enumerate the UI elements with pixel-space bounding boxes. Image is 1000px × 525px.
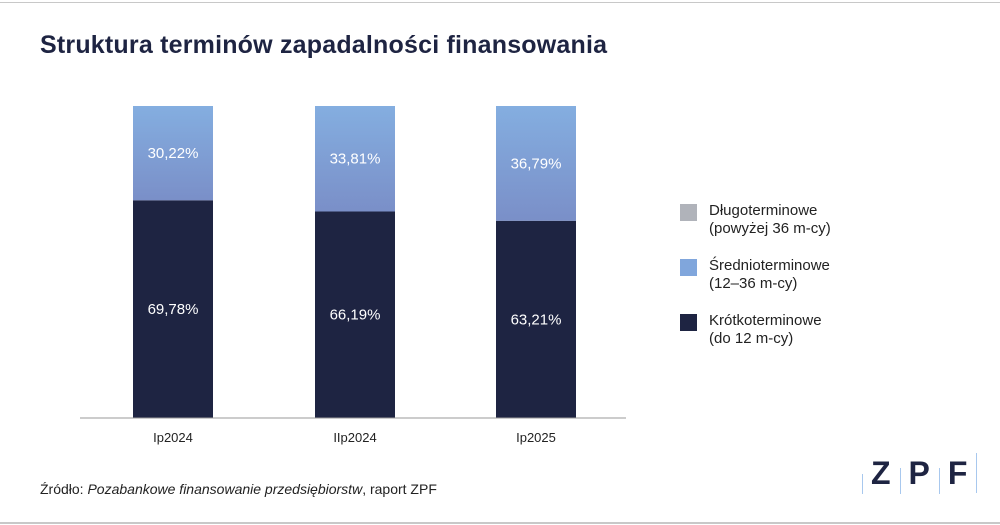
data-label: 66,19%: [330, 307, 381, 324]
legend-label: (powyżej 36 m-cy): [709, 220, 831, 237]
x-tick-label: IIp2024: [333, 430, 376, 445]
legend-label: (do 12 m-cy): [709, 330, 794, 347]
logo-letter: Z: [871, 454, 892, 491]
bar-segment: [133, 106, 213, 201]
legend-label: Długoterminowe: [709, 202, 818, 219]
legend-swatch: [680, 259, 697, 276]
legend-swatch: [680, 204, 697, 221]
bar-segment: [315, 106, 395, 212]
legend-label: Krótkoterminowe: [709, 312, 822, 329]
legend-item-short: Krótkoterminowe (do 12 m-cy): [680, 312, 831, 348]
data-label: 30,22%: [148, 145, 199, 162]
legend-item-medium: Średnioterminowe (12–36 m-cy): [680, 257, 831, 293]
source-prefix: Źródło:: [40, 481, 88, 497]
source-title: Pozabankowe finansowanie przedsiębiorstw: [87, 481, 363, 497]
bar-segment: [496, 220, 576, 418]
data-label: 69,78%: [148, 301, 199, 318]
legend: Długoterminowe (powyżej 36 m-cy) Średniot…: [680, 202, 831, 367]
chart-title: Struktura terminów zapadalności finansow…: [40, 31, 608, 59]
bar-segment: [496, 106, 576, 221]
legend-label: Średnioterminowe: [709, 257, 830, 274]
data-label: 36,79%: [511, 155, 562, 172]
source-note: Źródło: Pozabankowe finansowanie przedsi…: [40, 481, 437, 497]
legend-swatch: [680, 314, 697, 331]
legend-item-long: Długoterminowe (powyżej 36 m-cy): [680, 202, 831, 238]
bar-segment: [133, 200, 213, 418]
source-suffix: , raport ZPF: [362, 481, 437, 497]
x-tick-label: Ip2025: [516, 430, 556, 445]
data-label: 33,81%: [330, 151, 381, 168]
x-tick-label: Ip2024: [153, 430, 193, 445]
logo-letter: P: [908, 454, 931, 491]
legend-label: (12–36 m-cy): [709, 275, 798, 292]
bar-segment: [315, 211, 395, 418]
logo-letter: F: [947, 454, 969, 491]
data-label: 63,21%: [511, 311, 562, 328]
